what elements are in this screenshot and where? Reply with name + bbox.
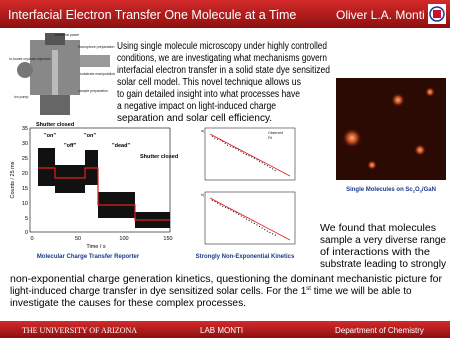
text-line: Using single molecule microscopy under h… xyxy=(117,41,327,52)
text-line: conditions, we are investigating what me… xyxy=(117,53,327,64)
x-tick-label: 100 xyxy=(119,236,128,242)
text-line: non-exponential charge generation kineti… xyxy=(10,274,443,285)
author: Oliver L.A. Monti xyxy=(336,8,425,22)
y-tick-label: 5 xyxy=(25,216,28,222)
text-line: investigate the causes for these complex… xyxy=(10,298,246,309)
conclusion-text: non-exponential charge generation kineti… xyxy=(10,274,443,309)
annotation: "on" xyxy=(84,133,96,139)
y-tick-label: 20 xyxy=(22,171,28,177)
text-line: to gain detailed insight into what proce… xyxy=(117,89,300,100)
y-tick-label: 0 xyxy=(25,230,28,236)
footer-bar xyxy=(0,321,450,338)
y-tick-label: 10 xyxy=(22,201,28,207)
text-line: solar cell model. This novel technique a… xyxy=(117,77,301,88)
footer-university: THE UNIVERSITY OF ARIZONA xyxy=(22,326,137,335)
annotation: Shutter closed xyxy=(140,154,178,160)
apparatus-label: substrate manipulation xyxy=(80,72,115,76)
text-line: sample a very diverse range xyxy=(320,235,446,246)
x-tick-label: 50 xyxy=(75,236,81,242)
panel-label: a) xyxy=(201,129,204,133)
title: Interfacial Electron Transfer One Molecu… xyxy=(8,8,296,22)
x-tick-label: 150 xyxy=(163,236,172,242)
apparatus-label: sample preparation xyxy=(78,89,108,93)
legend-entry: Observed xyxy=(268,131,283,135)
annotation: Shutter closed xyxy=(36,122,74,128)
y-tick-label: 15 xyxy=(22,186,28,192)
annotation: "on" xyxy=(44,133,56,139)
apparatus-label: ion pump xyxy=(14,95,28,99)
y-axis-label: Counts / 25 ms xyxy=(10,161,16,198)
apparatus-label: in-house cryostat objective xyxy=(9,57,50,61)
panel-label: b) xyxy=(201,193,204,197)
footer-department: Department of Chemistry xyxy=(335,326,424,335)
microscopy-image xyxy=(336,78,446,180)
findings-text: We found that molecules sample a very di… xyxy=(320,223,446,270)
logo xyxy=(428,4,446,24)
figure-caption: Strongly Non-Exponential Kinetics xyxy=(196,254,295,260)
apparatus-label: fluorophore preparation xyxy=(78,45,114,49)
x-axis-label: Time / s xyxy=(86,244,106,250)
x-tick-label: 0 xyxy=(30,236,33,242)
trace-figure: Shutter closed "on" "off" "on" "dead" Sh… xyxy=(10,122,178,250)
apparatus-image: electrical power fluorophore preparation… xyxy=(9,33,115,115)
y-tick-label: 35 xyxy=(22,126,28,132)
figure-caption: Molecular Charge Transfer Reporter xyxy=(37,254,140,260)
annotation: "dead" xyxy=(112,143,130,149)
text-line: a negative impact on light-induced charg… xyxy=(117,101,276,112)
text-line: We found that molecules xyxy=(320,223,436,234)
y-tick-label: 30 xyxy=(22,141,28,147)
intro-text: Using single molecule microscopy under h… xyxy=(117,41,330,124)
text-line: of interactions with the xyxy=(320,247,430,258)
text-line: separation and solar cell efficiency. xyxy=(117,113,272,124)
header-bar xyxy=(0,0,450,28)
legend-entry: Fit xyxy=(268,136,272,140)
text-line: substrate leading to strongly xyxy=(320,259,446,270)
text-line: light-induced charge transfer in dye sen… xyxy=(10,286,412,297)
y-tick-label: 25 xyxy=(22,156,28,162)
footer-lab: LAB MONTI xyxy=(200,326,243,335)
annotation: "off" xyxy=(64,143,77,149)
kinetics-figure: a) b) Observed Fit xyxy=(201,127,296,245)
figure-caption: Single Molecules on Sc2O3/GaN xyxy=(346,187,436,194)
apparatus-label: electrical power xyxy=(55,33,80,37)
text-line: interfacial electron transfer in a solid… xyxy=(117,65,330,76)
